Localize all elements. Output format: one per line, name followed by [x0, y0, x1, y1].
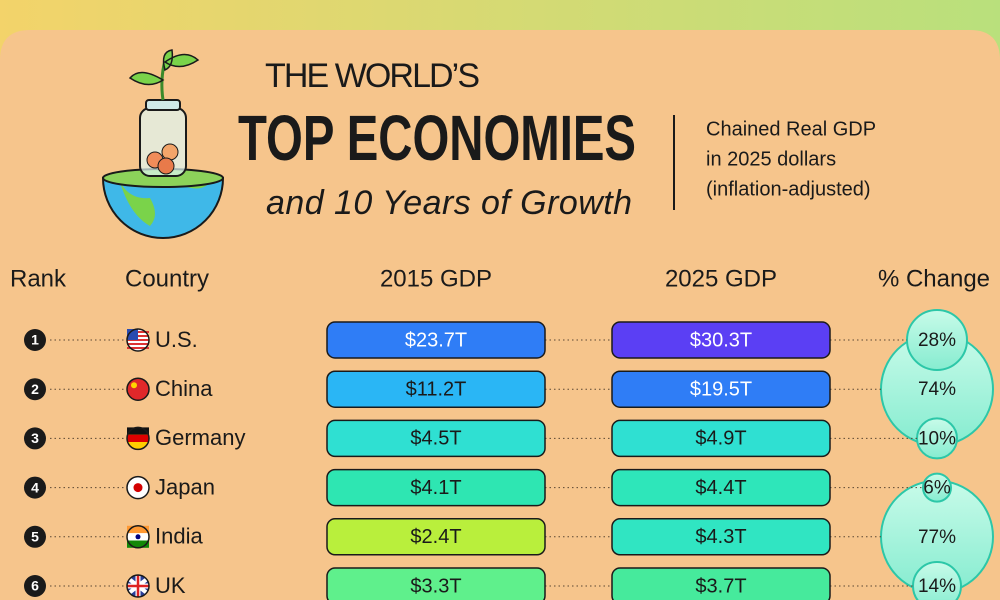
gdp-2015-bar [326, 370, 546, 408]
gdp-2025: $4.9T [695, 428, 746, 450]
rank: 4 [31, 479, 39, 495]
flag-outline [126, 426, 150, 451]
note-line: (inflation-adjusted) [706, 178, 871, 200]
gdp-2025-bar [611, 419, 831, 458]
country: UK [155, 573, 186, 598]
gdp-2015-bar [326, 518, 546, 556]
pct-change: 6% [923, 478, 951, 499]
illustration [101, 49, 225, 239]
rank-badge [24, 378, 46, 401]
flag-icon [126, 525, 150, 549]
gdp-2015-bar [326, 567, 546, 600]
pct-change: 14% [918, 576, 956, 597]
title-line3: and 10 Years of Growth [266, 184, 632, 222]
flag-outline [126, 377, 150, 401]
rank: 6 [31, 578, 39, 594]
flag-icon [126, 328, 150, 352]
gdp-2015: $3.3T [410, 575, 461, 597]
gdp-2025-bar [611, 567, 831, 600]
card [0, 30, 1000, 600]
flag-outline [126, 574, 150, 598]
country: China [155, 376, 213, 401]
flag [127, 575, 149, 597]
rows: 1 U.S. $23.7T $30.3T 28% 2 China $11.2T $19.5T 74… [24, 321, 956, 600]
pct-change: 74% [918, 379, 956, 400]
flag-icon [126, 475, 150, 500]
change-circle [912, 561, 962, 600]
flag [133, 483, 143, 493]
gdp-2015: $23.7T [405, 329, 467, 351]
flag-outline [126, 475, 150, 500]
flag [127, 434, 149, 442]
flag-icon [126, 377, 150, 401]
column-header: % Change [878, 265, 990, 292]
column-headers: Rank Country 2015 GDP 2025 GDP % Change [10, 265, 990, 292]
gdp-2025-bar [611, 468, 831, 507]
column-header: Country [125, 265, 209, 292]
rank-badge [24, 525, 46, 548]
gdp-2025: $19.5T [690, 378, 752, 400]
flag [131, 382, 137, 389]
country: Germany [155, 425, 245, 450]
rank-badge [24, 329, 46, 351]
gdp-2015-bar [326, 321, 546, 359]
flag-outline [126, 328, 150, 352]
gdp-2025-bar [611, 370, 831, 408]
country: U.S. [155, 327, 198, 352]
gdp-2015-bar [326, 419, 546, 458]
flag-icon [126, 426, 150, 451]
flag [127, 427, 149, 435]
gdp-2015: $4.1T [410, 477, 461, 499]
gdp-2025-bar [611, 321, 831, 359]
flag [127, 347, 149, 349]
flag [127, 329, 138, 340]
flag [135, 534, 141, 540]
title-line1: THE WORLD’S [265, 57, 480, 95]
gdp-2015: $2.4T [410, 526, 461, 548]
flag-icon [126, 574, 150, 598]
flag [127, 343, 149, 345]
title-line2: TOP ECONOMIES [238, 102, 636, 174]
rank-badge [24, 476, 46, 499]
gdp-2025: $4.4T [695, 477, 746, 499]
flag [127, 540, 149, 548]
note-line: Chained Real GDP [706, 118, 876, 140]
rank: 1 [31, 332, 39, 348]
rank: 2 [31, 381, 39, 397]
pct-change: 10% [918, 428, 956, 449]
column-header: 2015 GDP [380, 265, 492, 292]
flag-outline [126, 525, 150, 549]
rank-badge [24, 427, 46, 450]
change-circle [922, 472, 952, 503]
rank: 5 [31, 529, 39, 545]
gdp-2015: $11.2T [406, 378, 467, 400]
country: India [155, 524, 203, 549]
country: Japan [155, 474, 215, 499]
note-line: in 2025 dollars [706, 148, 836, 170]
gdp-2015-bar [326, 468, 546, 507]
gdp-2015: $4.5T [410, 428, 461, 450]
pct-change: 28% [918, 330, 956, 351]
flag [127, 525, 149, 534]
rank: 3 [31, 430, 39, 446]
gdp-2025: $30.3T [690, 329, 752, 351]
gdp-2025-bar [611, 518, 831, 556]
gdp-2025: $3.7T [695, 575, 746, 597]
column-header: 2025 GDP [665, 265, 777, 292]
gdp-2025: $4.3T [695, 526, 746, 548]
column-header: Rank [10, 265, 67, 292]
change-circles [880, 309, 994, 600]
rank-badge [24, 575, 46, 597]
pct-change: 77% [918, 527, 956, 548]
